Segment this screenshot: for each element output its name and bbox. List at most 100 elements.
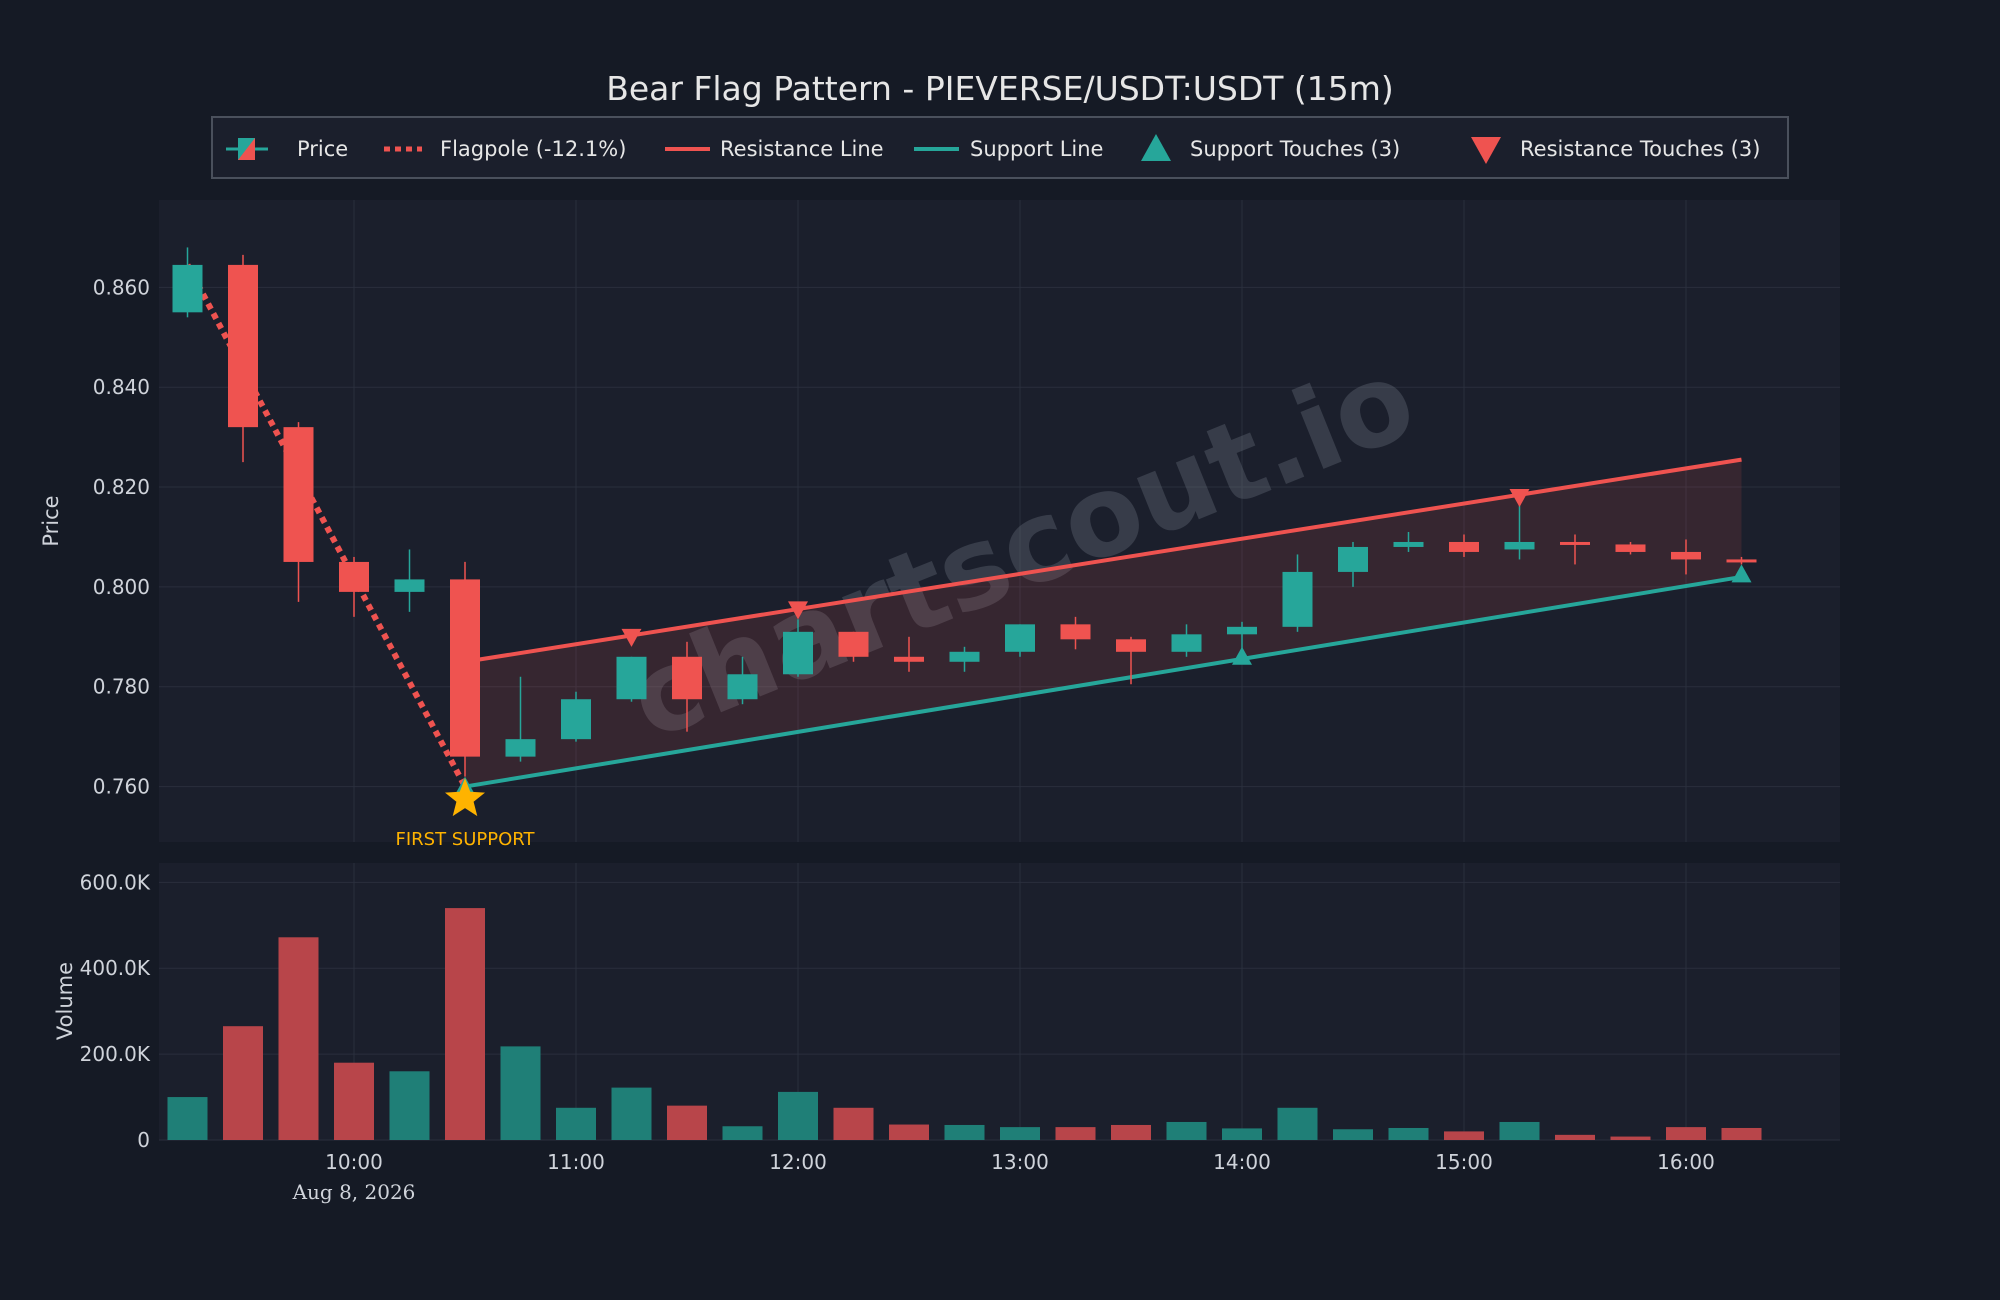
volume-bar — [1000, 1127, 1040, 1140]
candle-body — [561, 699, 591, 740]
legend-resistance-touch-swatch — [1471, 137, 1501, 164]
volume-bar — [278, 937, 319, 1140]
legend-label: Price — [297, 137, 348, 161]
price-tick-label: 0.780 — [93, 675, 150, 699]
volume-bar — [1666, 1127, 1706, 1140]
candle-body — [1504, 541, 1535, 550]
grid — [159, 200, 1840, 1141]
support-line — [464, 574, 1742, 789]
candle-body — [1615, 544, 1646, 552]
time-tick-label: 13:00 — [991, 1150, 1049, 1174]
volume-bar — [1555, 1134, 1595, 1140]
candle-body — [339, 561, 369, 592]
price-tick-label: 0.860 — [93, 275, 150, 299]
time-tick-label: 11:00 — [547, 1150, 605, 1174]
volume-bar — [1166, 1121, 1207, 1140]
volume-bar — [556, 1107, 596, 1140]
candle-body — [1671, 551, 1701, 560]
legend-label: Support Line — [970, 137, 1103, 161]
legend-box — [211, 116, 1789, 179]
candle-body — [672, 656, 702, 700]
x-axis-date: Aug 8, 2026 — [292, 1180, 416, 1204]
candle-body — [838, 631, 869, 657]
time-tick-label: 12:00 — [769, 1150, 827, 1174]
volume-bar — [833, 1107, 874, 1140]
candle-body — [1060, 624, 1091, 640]
candle-body — [783, 631, 813, 675]
resistance-line — [464, 457, 1742, 664]
legend-label: Resistance Touches (3) — [1520, 137, 1760, 161]
volume-bar — [667, 1105, 707, 1140]
candle-body — [727, 674, 758, 700]
volume-bar — [1055, 1127, 1096, 1140]
resistance-touch-marker — [788, 601, 808, 620]
candle-body — [1005, 624, 1035, 652]
flag-channel-fill — [465, 459, 1742, 787]
candle-body — [1560, 541, 1590, 545]
volume-bar — [944, 1124, 985, 1140]
volume-tick-label: 200.0K — [80, 1042, 151, 1066]
candle-body — [616, 656, 647, 700]
first-support-star — [445, 778, 485, 817]
legend-price-bear — [238, 138, 255, 160]
volume-bar — [1333, 1129, 1373, 1140]
candles — [172, 247, 1757, 777]
price-tick-label: 0.840 — [93, 375, 150, 399]
volume-bar — [1499, 1121, 1540, 1140]
candle-body — [172, 264, 203, 313]
volume-tick-label: 0 — [137, 1128, 150, 1152]
price-tick-label: 0.760 — [93, 775, 150, 799]
volume-bar — [1277, 1107, 1318, 1140]
resistance-touch-marker — [621, 628, 642, 647]
volume-bar — [1444, 1131, 1484, 1140]
candle-body — [894, 656, 924, 662]
candle-body — [1449, 541, 1479, 552]
candle-body — [1116, 639, 1146, 652]
candle-body — [505, 739, 536, 757]
candle-body — [1393, 541, 1424, 547]
pattern-lines — [184, 263, 1742, 789]
volume-bar — [389, 1071, 430, 1140]
legend-label: Flagpole (-12.1%) — [440, 137, 626, 161]
flag-channel — [465, 459, 1742, 787]
volume-bar — [778, 1091, 818, 1140]
candle-body — [1338, 546, 1368, 572]
candle-body — [450, 579, 480, 757]
volume-tick-label: 400.0K — [80, 956, 151, 980]
volume-bar — [1721, 1127, 1762, 1140]
volume-bar — [722, 1126, 763, 1140]
price-tick-label: 0.820 — [93, 475, 150, 499]
candle-body — [228, 264, 258, 428]
volume-bar — [611, 1087, 652, 1140]
legend-label: Support Touches (3) — [1190, 137, 1400, 161]
chart-title: Bear Flag Pattern - PIEVERSE/USDT:USDT (… — [606, 69, 1394, 108]
volume-bar — [334, 1062, 374, 1140]
candle-body — [949, 651, 980, 662]
volume-bar — [1222, 1128, 1262, 1140]
volume-panel — [159, 863, 1840, 1140]
legend-label: Resistance Line — [720, 137, 884, 161]
volume-bar — [1111, 1124, 1151, 1140]
first-support-label: FIRST SUPPORT — [396, 829, 536, 850]
candle-body — [1282, 571, 1313, 627]
candle-body — [283, 427, 314, 562]
legend: Price Flagpole (-12.1%) Resistance Line Sup… — [211, 116, 1789, 179]
time-tick-label: 16:00 — [1657, 1150, 1715, 1174]
candle-body — [1171, 634, 1202, 652]
candle-body — [394, 579, 425, 592]
time-tick-label: 10:00 — [325, 1150, 383, 1174]
time-tick-label: 14:00 — [1213, 1150, 1271, 1174]
volume-bar — [445, 908, 485, 1140]
volume-bar — [1610, 1136, 1651, 1140]
resistance-touch-marker — [1509, 489, 1530, 508]
volume-tick-label: 600.0K — [80, 870, 151, 894]
touch-markers: FIRST SUPPORT — [396, 489, 1752, 850]
legend-support-touch-swatch — [1141, 134, 1171, 161]
price-tick-label: 0.800 — [93, 575, 150, 599]
volume-bar — [167, 1097, 208, 1140]
axes: Price Volume Aug 8, 2026 0.760 0.780 0.800… — [39, 275, 1715, 1204]
volume-bar — [1388, 1127, 1429, 1140]
volume-bar — [223, 1026, 263, 1140]
time-tick-label: 15:00 — [1435, 1150, 1493, 1174]
